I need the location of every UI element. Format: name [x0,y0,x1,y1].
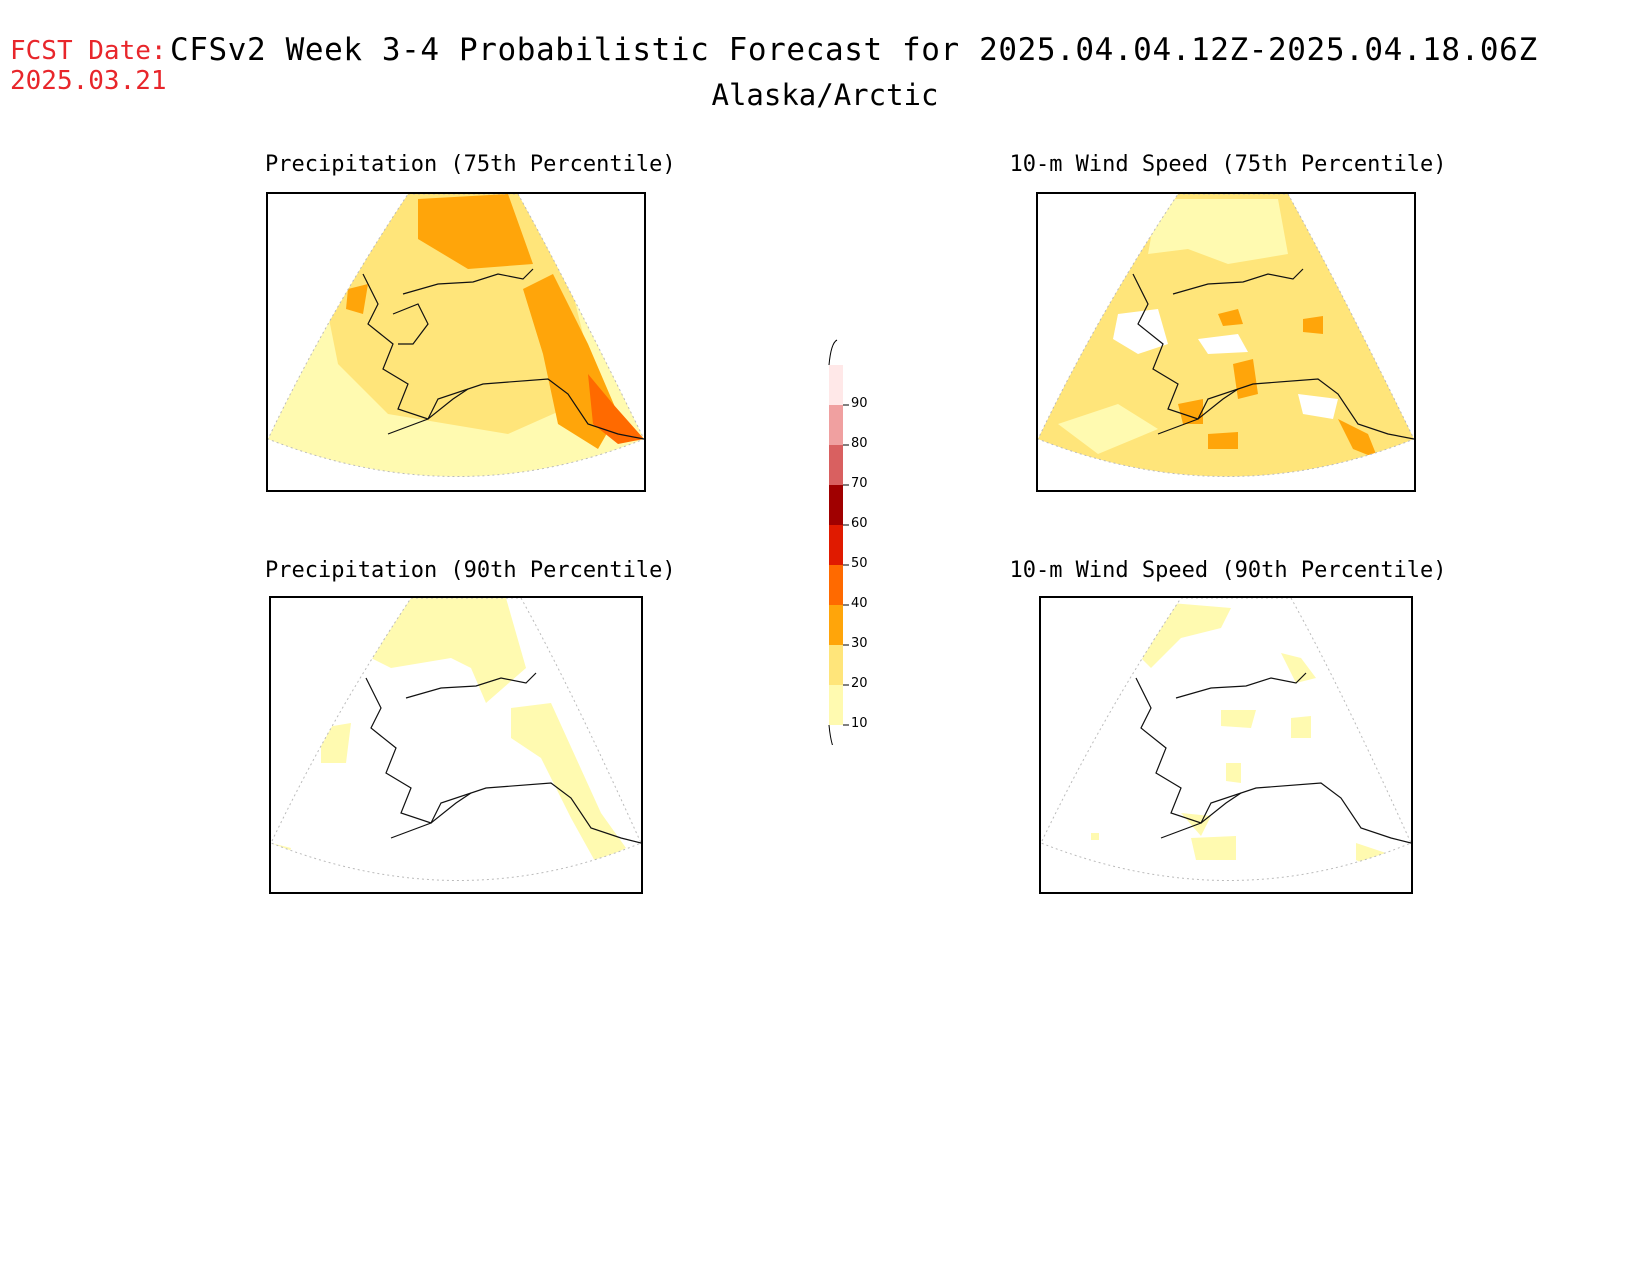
colorbar-swatches [828,339,849,756]
forecast-date-value: 2025.03.21 [10,66,167,96]
forecast-date-label: FCST Date: [10,36,167,66]
colorbar-bottom-end [828,724,838,756]
colorbar-swatch-50 [829,525,843,565]
map-panel-wind75 [1036,192,1416,492]
panel-title-wind90: 10-m Wind Speed (90th Percentile) [1009,558,1447,583]
colorbar-label-10: 10 [851,716,868,731]
colorbar-swatch-70 [829,445,843,485]
colorbar-swatch-40 [829,565,843,605]
colorbar-swatch-20 [829,645,843,685]
colorbar-swatch-90 [829,365,843,405]
map-panel-precip90 [269,596,643,894]
colorbar-label-50: 50 [851,556,868,571]
colorbar-label-90: 90 [851,396,868,411]
colorbar-label-30: 30 [851,636,868,651]
colorbar-swatch-10 [829,685,843,725]
colorbar-top-end [828,339,838,366]
colorbar-label-80: 80 [851,436,868,451]
colorbar-swatch-60 [829,485,843,525]
colorbar-label-60: 60 [851,516,868,531]
colorbar [825,335,885,756]
main-title: CFSv2 Week 3-4 Probabilistic Forecast fo… [170,32,1538,68]
colorbar-label-20: 20 [851,676,868,691]
forecast-date-block: FCST Date: 2025.03.21 [10,36,167,96]
colorbar-label-70: 70 [851,476,868,491]
colorbar-swatch-80 [829,405,843,445]
colorbar-swatch-30 [829,605,843,645]
colorbar-label-40: 40 [851,596,868,611]
panel-title-wind75: 10-m Wind Speed (75th Percentile) [1009,152,1447,177]
map-panel-precip75 [266,192,646,492]
panel-title-precip90: Precipitation (90th Percentile) [265,558,676,583]
panel-title-precip75: Precipitation (75th Percentile) [265,152,676,177]
region-subtitle: Alaska/Arctic [711,78,939,112]
map-panel-wind90 [1039,596,1413,894]
